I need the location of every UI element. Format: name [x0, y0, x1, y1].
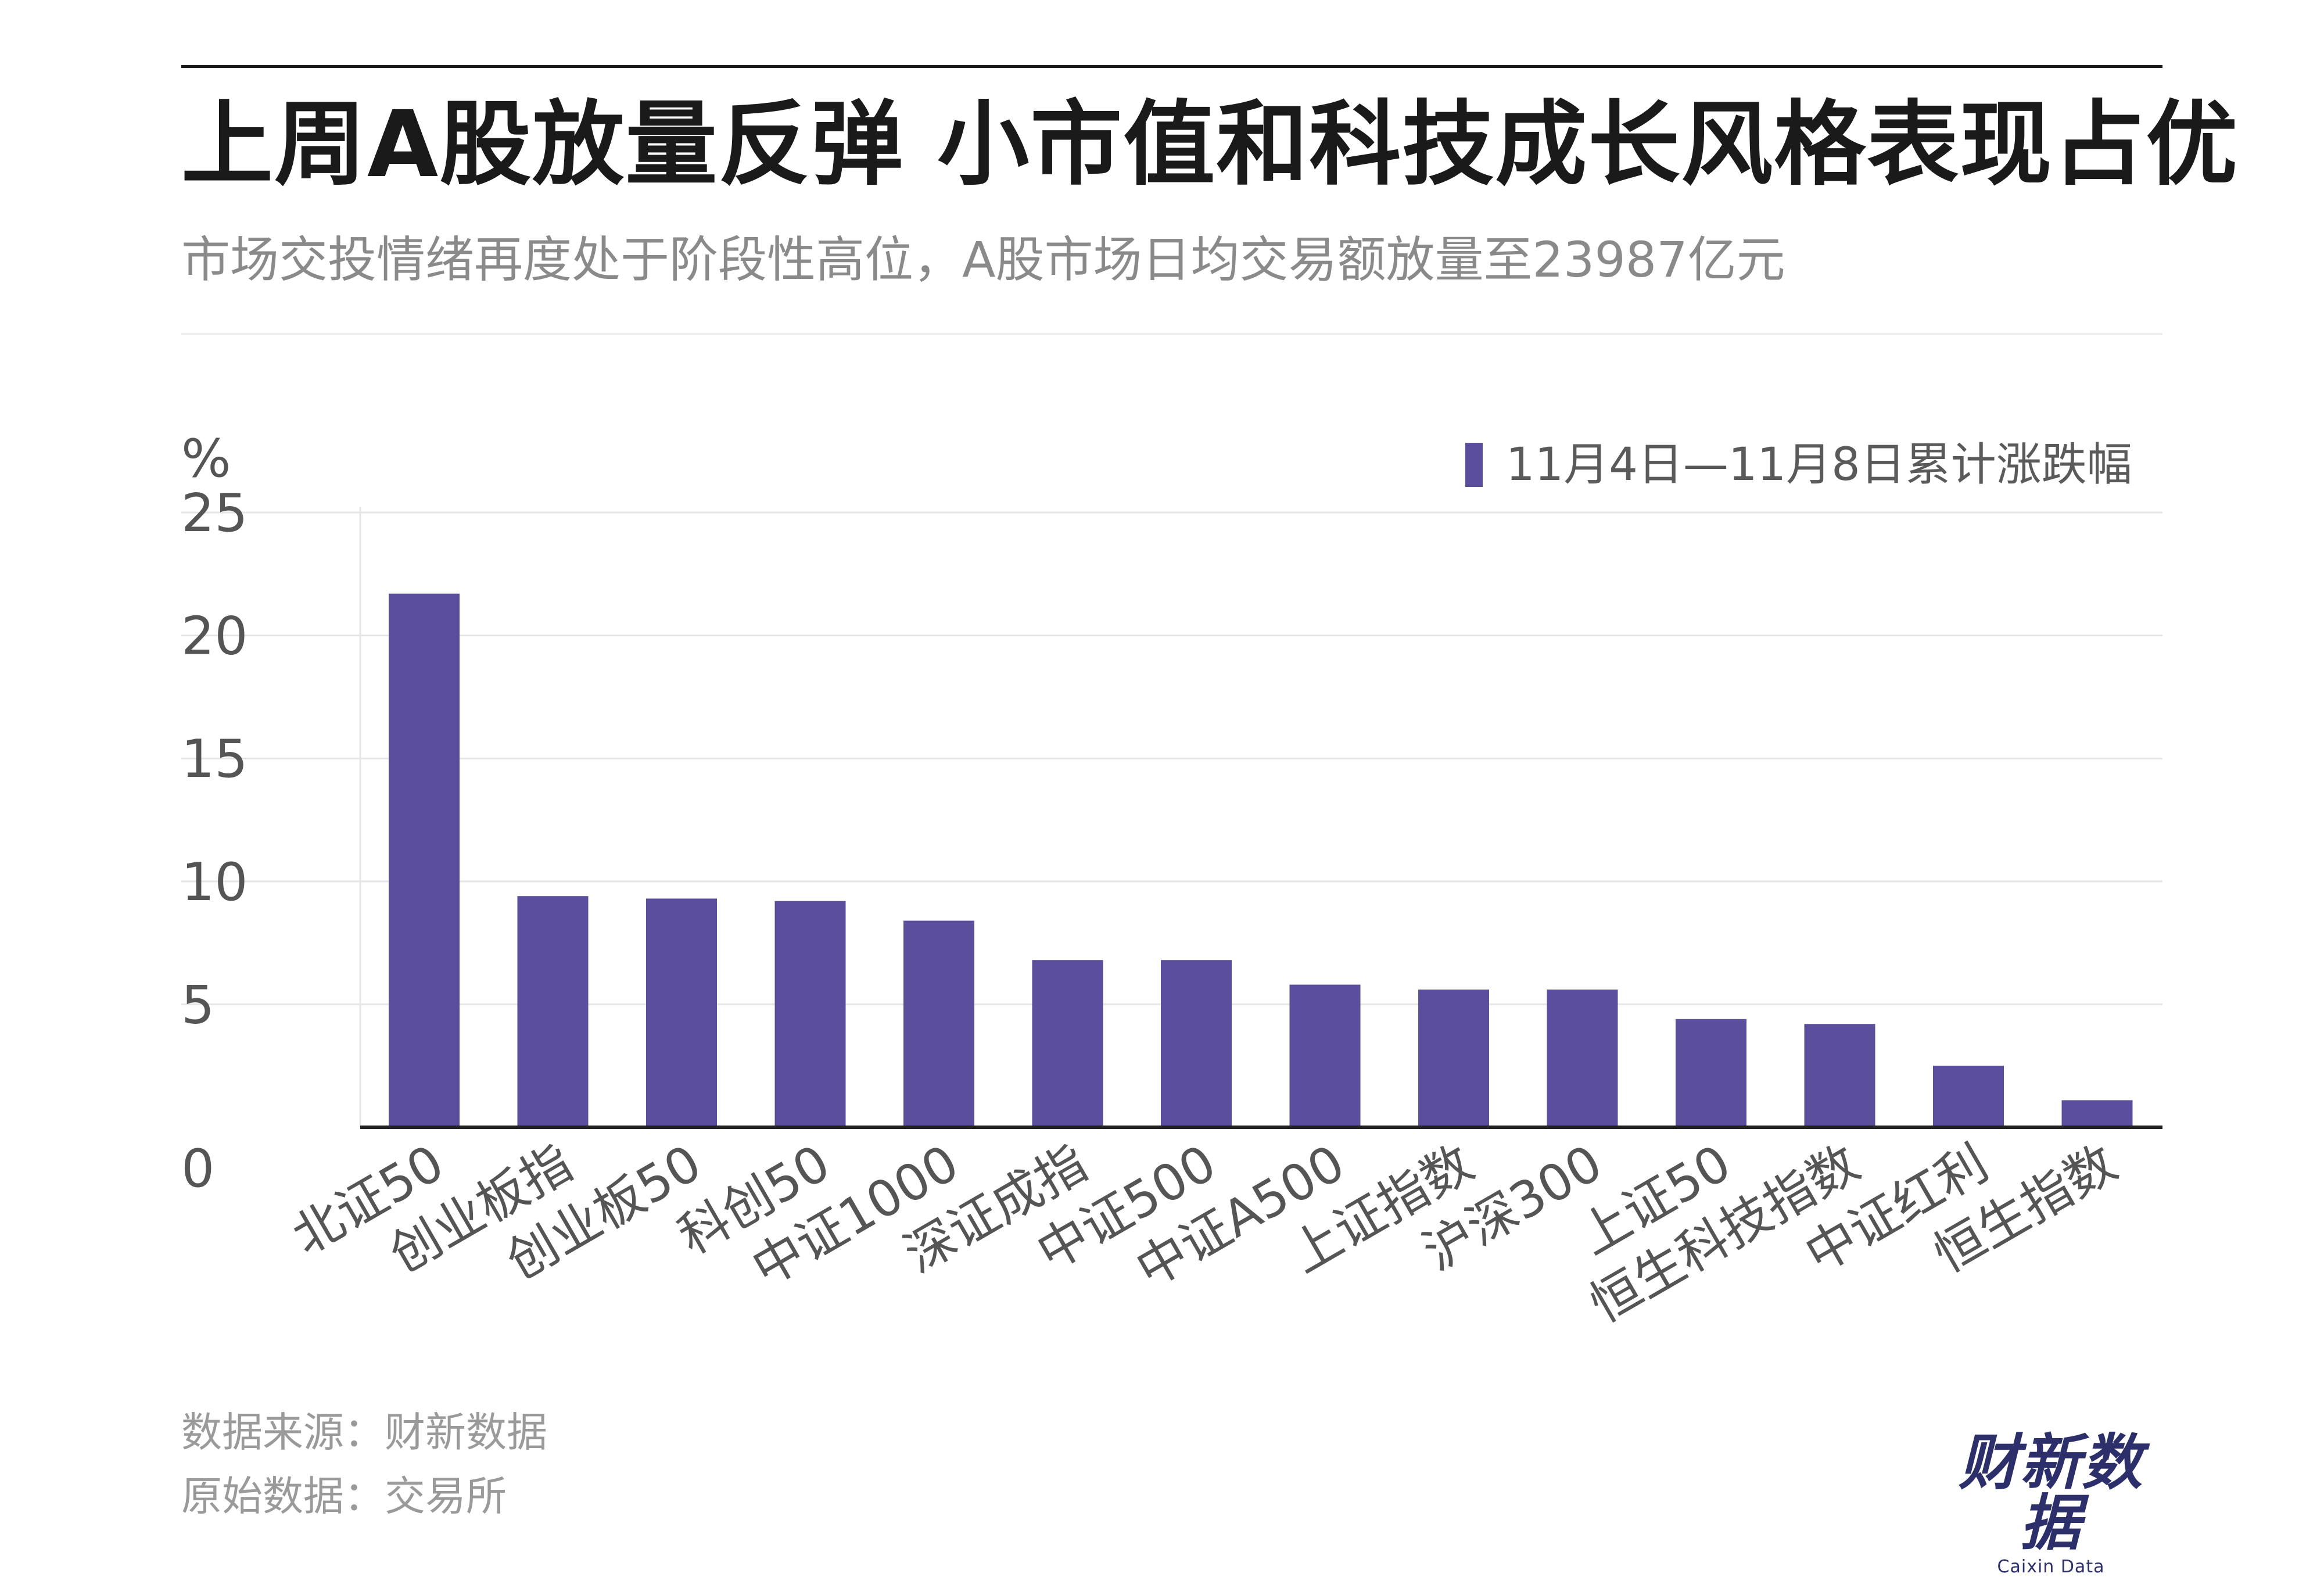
y-tick-label: 5 [181, 974, 214, 1035]
y-tick-label: 15 [181, 729, 248, 790]
bar [774, 901, 846, 1127]
y-tick-label: 10 [181, 852, 248, 913]
y-tick-label: 20 [181, 606, 248, 667]
bar [2061, 1100, 2133, 1127]
footer-source: 数据来源：财新数据 [181, 1408, 547, 1456]
legend-swatch [1465, 443, 1483, 487]
bar [1547, 990, 1618, 1127]
bar [517, 896, 589, 1127]
bar [903, 920, 974, 1127]
bar [1804, 1024, 1875, 1127]
top-rule [181, 65, 2162, 68]
y-tick-label: 0 [181, 1138, 214, 1199]
bar [1933, 1066, 2004, 1127]
bar [1676, 1019, 1746, 1127]
caixin-data-logo: 财新数据 Caixin Data [1941, 1432, 2161, 1577]
logo-subtext: Caixin Data [1997, 1557, 2105, 1577]
bar [1032, 960, 1103, 1127]
bar [1418, 990, 1489, 1127]
bar [389, 593, 460, 1127]
y-axis-unit: % [181, 428, 231, 489]
bar [1161, 960, 1232, 1127]
y-tick-label: 25 [181, 483, 248, 544]
divider [181, 333, 2162, 335]
chart-title: 上周A股放量反弹 小市值和科技成长风格表现占优 [181, 91, 2239, 198]
bar [646, 898, 717, 1127]
footer-original-data: 原始数据：交易所 [181, 1472, 507, 1520]
legend-label: 11月4日—11月8日累计涨跌幅 [1506, 439, 2132, 491]
logo-text: 财新数据 [1958, 1427, 2143, 1558]
chart-subtitle: 市场交投情绪再度处于阶段性高位，A股市场日均交易额放量至23987亿元 [181, 231, 1785, 288]
bar [1289, 984, 1361, 1127]
legend: 11月4日—11月8日累计涨跌幅 [1465, 439, 2132, 491]
